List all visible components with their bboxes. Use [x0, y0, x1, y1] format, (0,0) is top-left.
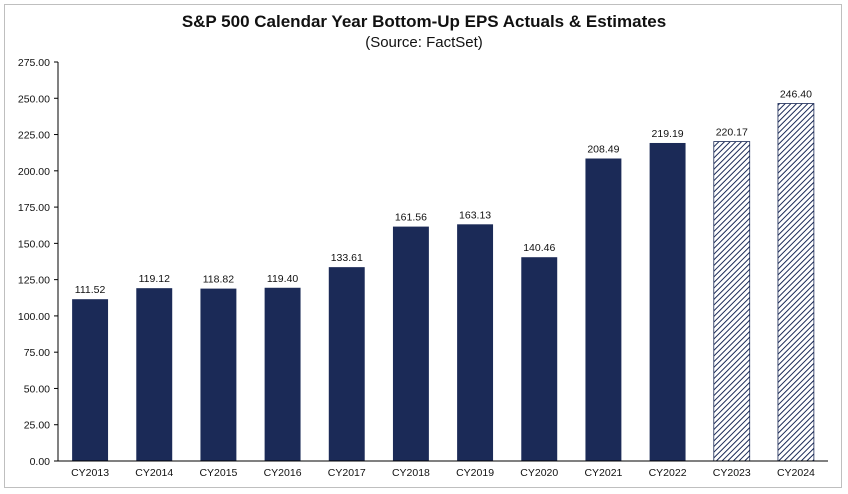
bar-cy2020 — [521, 257, 558, 461]
x-tick-label: CY2015 — [199, 467, 237, 479]
data-label-cy2013: 111.52 — [75, 284, 106, 296]
bar-cy2017 — [328, 267, 365, 461]
y-tick-label: 75.00 — [24, 347, 50, 359]
y-tick-label: 50.00 — [24, 383, 50, 395]
bar-cy2021 — [585, 158, 622, 461]
chart-title: S&P 500 Calendar Year Bottom-Up EPS Actu… — [181, 12, 667, 31]
bar-cy2013 — [72, 299, 109, 461]
x-tick-label: CY2024 — [777, 467, 815, 479]
data-label-cy2014: 119.12 — [139, 273, 170, 285]
bars: 111.52 119.12 118.82 119.40 133.61 161.56 163.… — [72, 88, 815, 462]
x-tick-label: CY2014 — [135, 467, 173, 479]
bar-cy2024 — [777, 103, 815, 462]
bar-cy2016 — [264, 287, 301, 461]
bar-cy2022 — [649, 142, 686, 462]
y-tick-label: 100.00 — [18, 311, 50, 323]
x-tick-label: CY2023 — [713, 467, 751, 479]
y-tick-label: 25.00 — [24, 420, 50, 432]
x-tick-label: CY2018 — [392, 467, 430, 479]
y-tick-label: 275.00 — [18, 57, 50, 69]
x-tick-label: CY2021 — [584, 467, 622, 479]
x-axis: CY2013 CY2014 CY2015 CY2016 CY2017 CY2018 CY20… — [58, 460, 828, 479]
chart-subtitle: (Source: FactSet) — [365, 34, 483, 51]
bar-cy2019 — [457, 224, 494, 461]
y-axis: 0.00 25.00 50.00 75.00 100.00 125.00 150.00 175… — [18, 57, 59, 468]
bar-cy2015 — [200, 288, 237, 461]
bar-cy2023 — [713, 141, 751, 462]
data-label-cy2022: 219.19 — [652, 128, 684, 140]
data-label-cy2018: 161.56 — [395, 212, 427, 224]
data-label-cy2021: 208.49 — [587, 143, 619, 155]
y-tick-label: 200.00 — [18, 166, 50, 178]
y-tick-label: 225.00 — [18, 130, 50, 142]
x-tick-label: CY2020 — [520, 467, 558, 479]
data-label-cy2015: 118.82 — [203, 274, 234, 286]
y-tick-label: 0.00 — [30, 456, 51, 468]
y-tick-label: 250.00 — [18, 93, 50, 105]
x-tick-label: CY2019 — [456, 467, 494, 479]
y-tick-label: 175.00 — [18, 202, 50, 214]
x-tick-label: CY2013 — [71, 467, 109, 479]
x-tick-label: CY2016 — [264, 467, 302, 479]
x-tick-label: CY2017 — [328, 467, 366, 479]
data-label-cy2016: 119.40 — [267, 273, 298, 285]
data-label-cy2020: 140.46 — [523, 242, 555, 254]
data-label-cy2017: 133.61 — [331, 252, 363, 264]
y-tick-label: 150.00 — [18, 238, 50, 250]
y-tick-label: 125.00 — [18, 275, 50, 287]
x-tick-label: CY2022 — [649, 467, 687, 479]
bar-cy2018 — [392, 226, 429, 461]
data-label-cy2019: 163.13 — [459, 209, 491, 221]
data-label-cy2023: 220.17 — [716, 127, 748, 139]
bar-cy2014 — [136, 288, 173, 461]
data-label-cy2024: 246.40 — [780, 88, 812, 100]
